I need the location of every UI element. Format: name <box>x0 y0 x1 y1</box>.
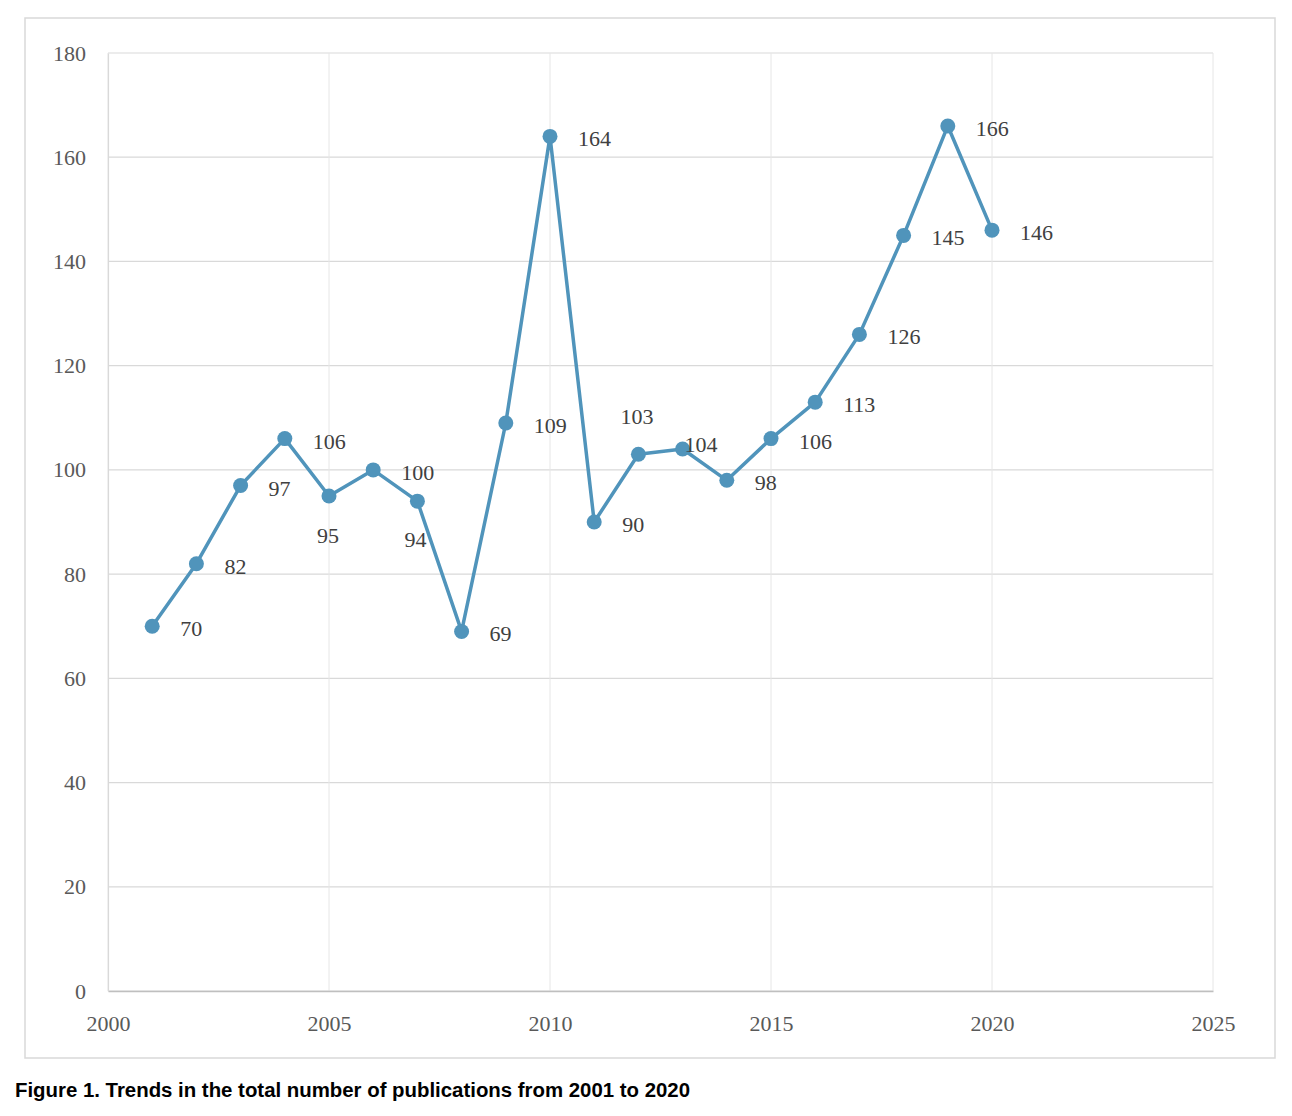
data-label: 103 <box>620 404 653 429</box>
data-point <box>631 447 646 462</box>
data-point <box>719 473 734 488</box>
data-label: 82 <box>224 554 246 579</box>
data-point <box>189 556 204 571</box>
data-point <box>454 624 469 639</box>
data-label: 164 <box>578 126 611 151</box>
y-tick-label: 100 <box>53 457 86 482</box>
grid-line-x <box>992 53 993 991</box>
data-label: 94 <box>404 527 426 552</box>
data-label: 145 <box>932 225 965 250</box>
data-point <box>277 431 292 446</box>
data-point <box>322 488 337 503</box>
x-tick: 2010 <box>529 991 573 1036</box>
data-point <box>587 515 602 530</box>
x-axis: 2000 2005 2010 2015 2020 2025 <box>87 991 1236 1036</box>
grid-line-y <box>108 886 1213 887</box>
y-axis-line <box>108 54 109 992</box>
y-tick-label: 40 <box>64 770 86 795</box>
data-labels: 70 82 97 106 95 100 94 69 109 164 90 103 104 98 106 113… <box>180 116 1053 646</box>
y-tick: 20 <box>64 874 108 899</box>
x-tick: 2025 <box>1192 991 1236 1036</box>
x-tick-label: 2010 <box>529 1011 573 1036</box>
grid-line-y <box>108 678 1213 679</box>
x-tick-label: 2015 <box>750 1011 794 1036</box>
data-point <box>764 431 779 446</box>
data-point <box>808 395 823 410</box>
y-tick-label: 140 <box>53 249 86 274</box>
chart: 2000 2005 2010 2015 2020 2025 0 20 40 60 80 100 120 1… <box>0 0 1292 1116</box>
data-point <box>543 129 558 144</box>
data-label: 104 <box>685 432 718 457</box>
data-label: 113 <box>843 392 875 417</box>
grid <box>108 53 1213 991</box>
y-tick: 0 <box>75 979 108 1004</box>
x-tick-label: 2025 <box>1192 1011 1236 1036</box>
y-tick: 160 <box>53 145 108 170</box>
y-tick-label: 160 <box>53 145 86 170</box>
x-tick-label: 2000 <box>87 1011 131 1036</box>
x-tick: 2015 <box>750 991 794 1036</box>
data-point <box>410 494 425 509</box>
data-label: 106 <box>799 429 832 454</box>
y-tick: 180 <box>53 41 108 66</box>
data-point <box>985 223 1000 238</box>
data-label: 146 <box>1020 220 1053 245</box>
data-point <box>940 118 955 133</box>
grid-line-x <box>108 53 109 991</box>
grid-line-y <box>108 469 1213 470</box>
data-label: 69 <box>490 621 512 646</box>
x-tick-label: 2020 <box>971 1011 1015 1036</box>
grid-line-y <box>108 157 1213 158</box>
grid-line-y <box>108 990 1213 991</box>
y-tick-label: 60 <box>64 666 86 691</box>
plot-area <box>145 118 1000 638</box>
data-point <box>852 327 867 342</box>
data-label: 126 <box>887 324 920 349</box>
y-tick-label: 0 <box>75 979 86 1004</box>
chart-frame <box>25 18 1275 1058</box>
data-point <box>896 228 911 243</box>
x-tick-label: 2005 <box>308 1011 352 1036</box>
data-label: 70 <box>180 616 202 641</box>
x-tick: 2005 <box>308 991 352 1036</box>
data-label: 90 <box>622 512 644 537</box>
y-tick: 120 <box>53 353 108 378</box>
data-point <box>498 415 513 430</box>
y-axis: 0 20 40 60 80 100 120 140 160 180 <box>53 41 109 1004</box>
data-label: 100 <box>401 460 434 485</box>
y-tick-label: 180 <box>53 41 86 66</box>
y-tick: 140 <box>53 249 108 274</box>
data-point <box>145 619 160 634</box>
grid-line-x <box>1213 53 1214 991</box>
grid-line-y <box>108 365 1213 366</box>
x-tick: 2020 <box>971 991 1015 1036</box>
x-axis-line <box>109 991 1214 993</box>
x-tick: 2000 <box>87 991 131 1036</box>
data-point <box>233 478 248 493</box>
y-tick: 60 <box>64 666 108 691</box>
data-label: 109 <box>534 413 567 438</box>
data-label: 95 <box>317 523 339 548</box>
grid-line-y <box>108 261 1213 262</box>
grid-line-x <box>771 53 772 991</box>
data-label: 106 <box>313 429 346 454</box>
y-tick: 100 <box>53 457 108 482</box>
data-label: 98 <box>755 470 777 495</box>
y-tick-label: 120 <box>53 353 86 378</box>
grid-line-y <box>108 782 1213 783</box>
data-point <box>366 462 381 477</box>
y-tick: 80 <box>64 562 108 587</box>
y-tick-label: 80 <box>64 562 86 587</box>
data-label: 166 <box>976 116 1009 141</box>
data-label: 97 <box>269 476 291 501</box>
grid-line-x <box>550 53 551 991</box>
y-tick: 40 <box>64 770 108 795</box>
y-tick-label: 20 <box>64 874 86 899</box>
grid-line-y <box>108 574 1213 575</box>
chart-title: Figure 1. Trends in the total number of … <box>15 1079 690 1101</box>
series-line <box>152 126 992 631</box>
grid-line-y <box>108 52 1213 53</box>
